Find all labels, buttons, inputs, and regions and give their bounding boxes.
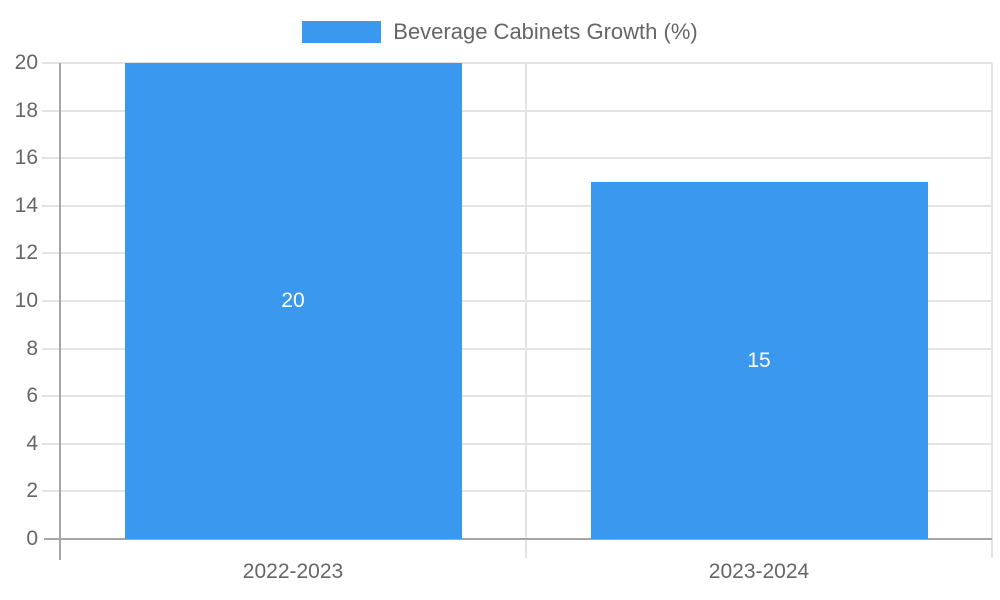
- legend-label: Beverage Cabinets Growth (%): [393, 19, 698, 44]
- y-axis-tick-mark: [42, 300, 60, 302]
- gridline-vertical: [991, 63, 993, 539]
- legend-swatch: [302, 21, 382, 43]
- bar-value-label: 15: [747, 348, 771, 372]
- y-axis-tick-mark: [42, 109, 60, 112]
- y-axis-tick-mark: [42, 347, 60, 350]
- y-tick-label: 20: [14, 51, 38, 74]
- legend-item[interactable]: Beverage Cabinets Growth (%): [0, 19, 1000, 45]
- y-tick-label: 4: [26, 431, 38, 455]
- y-axis-tick-mark: [42, 62, 60, 64]
- bar-2022-2023: 20: [124, 63, 462, 539]
- bar-value-label: 20: [281, 289, 305, 312]
- y-axis-tick-mark: [42, 490, 60, 493]
- y-tick-label: 18: [14, 98, 38, 122]
- x-tick-label: 2023-2024: [708, 560, 810, 583]
- y-axis-tick-mark: [42, 442, 60, 445]
- y-axis-tick-mark: [42, 395, 60, 398]
- y-axis-tick-mark: [42, 157, 60, 160]
- y-axis-tick-mark: [42, 204, 60, 207]
- x-axis-line: [44, 538, 992, 540]
- y-tick-label: 0: [26, 527, 38, 550]
- y-tick-label: 16: [14, 146, 38, 170]
- x-axis-tick-mark: [991, 539, 993, 558]
- y-tick-label: 14: [14, 193, 38, 217]
- y-tick-label: 12: [14, 241, 38, 265]
- gridline-vertical: [525, 63, 527, 539]
- y-tick-label: 8: [26, 336, 38, 360]
- y-tick-label: 6: [26, 384, 38, 408]
- y-axis-line: [59, 63, 61, 560]
- x-axis-tick-mark: [525, 539, 527, 558]
- x-tick-label: 2022-2023: [242, 560, 344, 583]
- y-tick-label: 10: [14, 289, 38, 312]
- bar-2023-2024: 15: [590, 182, 928, 539]
- y-axis-tick-mark: [42, 252, 60, 255]
- y-tick-label: 2: [26, 479, 38, 503]
